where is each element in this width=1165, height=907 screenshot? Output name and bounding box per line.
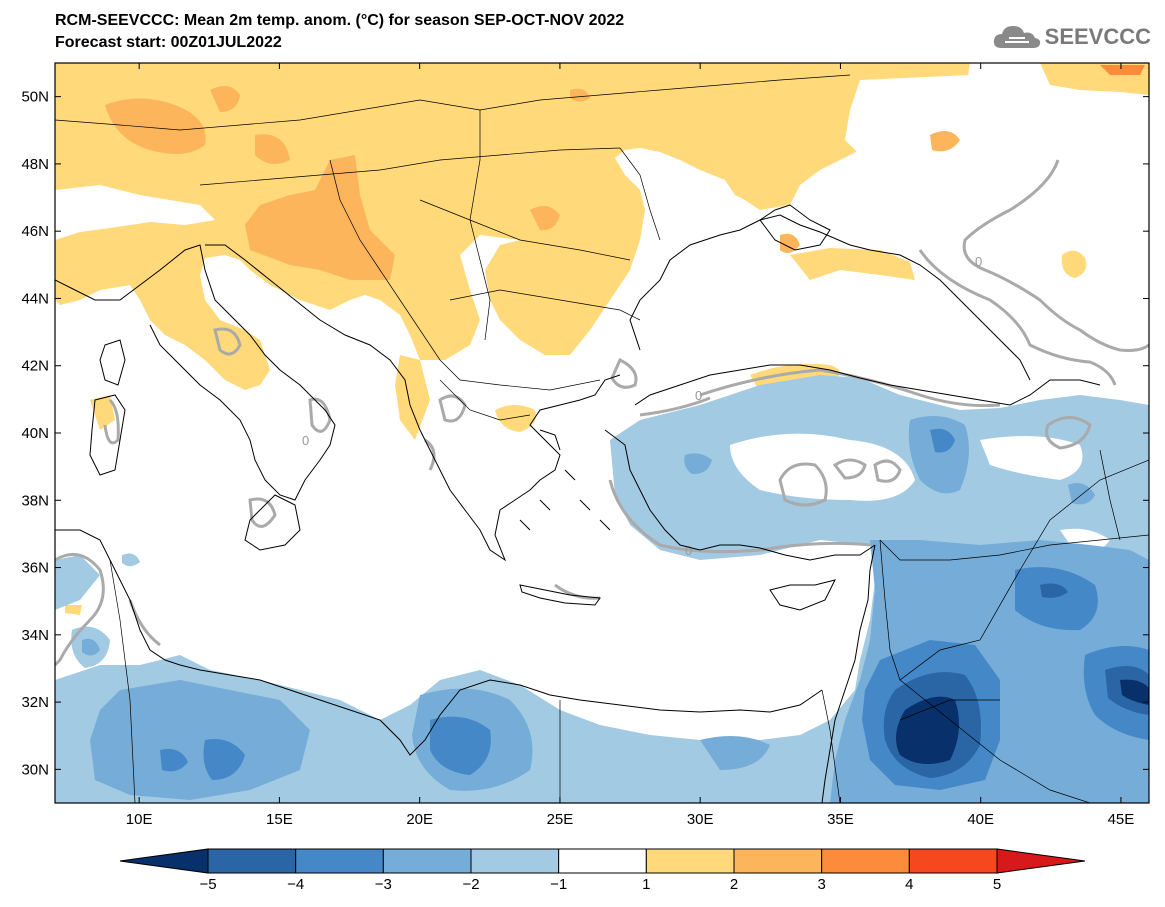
lat-tick-label: 30N: [21, 761, 49, 778]
cool-anomaly-area-5: [1120, 679, 1149, 705]
seevccc-logo: SEEVCCC: [991, 22, 1151, 52]
map-title: RCM-SEEVCCC: Mean 2m temp. anom. (°C) fo…: [55, 12, 625, 29]
lon-tick-label: 40E: [967, 811, 994, 828]
cool-anomaly-area-4: [1040, 583, 1068, 598]
colorbar-segment: [470, 848, 560, 874]
neutral-area: [55, 185, 215, 240]
lon-tick-label: 30E: [687, 811, 714, 828]
lat-tick-label: 42N: [21, 358, 49, 375]
lat-tick-label: 46N: [21, 223, 49, 240]
contour-label: 0: [302, 433, 309, 448]
cool-anomaly-area-3: [203, 739, 245, 780]
cool-anomaly-area-2: [1068, 482, 1095, 505]
colorbar-label: 3: [817, 876, 826, 893]
colorbar-label: −1: [550, 876, 568, 893]
lat-tick-label: 38N: [21, 492, 49, 509]
colorbar-segment: [733, 848, 823, 874]
warm-anomaly-area-2: [210, 86, 240, 112]
lat-tick-label: 44N: [21, 290, 49, 307]
cool-anomaly-area-2: [82, 638, 100, 656]
colorbar-segment: [382, 848, 472, 874]
warm-anomaly-area: [65, 605, 82, 615]
contour-label: 0: [685, 543, 692, 558]
colorbar-label: −2: [462, 876, 480, 893]
warm-anomaly-area-2: [255, 134, 290, 164]
warm-anomaly-area-2: [930, 131, 960, 152]
lat-tick-label: 34N: [21, 627, 49, 644]
lat-tick-label: 32N: [21, 694, 49, 711]
cool-anomaly-area-2: [908, 416, 969, 494]
cool-anomaly-area-2: [684, 453, 712, 475]
colorbar-segment: [295, 848, 384, 874]
warm-anomaly-area: [495, 405, 536, 432]
warm-anomaly-area: [90, 395, 115, 430]
latitude-axis: 50N 48N 46N 44N 42N 40N 38N 36N 34N 32N 30N: [21, 89, 1149, 778]
cool-anomaly-area: [55, 555, 100, 610]
forecast-start-label: Forecast start: 00Z01JUL2022: [55, 34, 282, 51]
colorbar-label: −5: [199, 876, 217, 893]
colorbar-segment: [558, 848, 647, 874]
warm-anomaly-area-2: [105, 98, 206, 154]
warm-anomaly-area-2: [245, 155, 395, 280]
warm-anomaly-area: [1061, 250, 1087, 278]
neutral-area: [730, 433, 915, 501]
cool-anomaly-area-3: [430, 716, 491, 775]
colorbar-label: 1: [642, 876, 651, 893]
lon-tick-label: 45E: [1108, 811, 1135, 828]
longitude-axis: 10E 15E 20E 25E 30E 35E 40E 45E: [126, 63, 1134, 828]
colorbar-segment: [645, 848, 735, 874]
lat-tick-label: 40N: [21, 425, 49, 442]
colorbar-label: −4: [287, 876, 305, 893]
warm-anomaly-area: [395, 355, 430, 440]
cool-anomaly-area-5: [896, 696, 959, 764]
colorbar-segment: [821, 848, 910, 874]
lat-tick-label: 36N: [21, 560, 49, 577]
cloud-icon: [993, 26, 1040, 48]
warm-anomaly-area-2: [780, 233, 800, 254]
colorbar-segment: [119, 848, 209, 874]
cool-anomaly-area-3: [160, 748, 188, 772]
cool-anomaly-area: [122, 553, 140, 567]
colorbar-segment: [996, 848, 1086, 874]
cool-anomaly-area-3: [930, 428, 955, 453]
logo-text: SEEVCCC: [1044, 24, 1151, 49]
colorbar-label: 2: [729, 876, 739, 893]
warm-anomaly-area: [790, 248, 915, 280]
cool-anomaly-area-3: [1015, 567, 1098, 631]
lon-tick-label: 15E: [266, 811, 293, 828]
coastlines: [55, 204, 1101, 803]
contour-label: 0: [695, 388, 702, 403]
neutral-area: [845, 75, 975, 160]
lon-tick-label: 20E: [406, 811, 433, 828]
lon-tick-label: 35E: [827, 811, 854, 828]
colorbar: [119, 848, 1086, 874]
colorbar-segment: [908, 848, 998, 874]
colorbar-label: 5: [992, 876, 1002, 893]
lon-tick-label: 10E: [126, 811, 153, 828]
borders: [55, 74, 1149, 803]
lat-tick-label: 48N: [21, 156, 49, 173]
colorbar-label: 4: [905, 876, 914, 893]
cool-anomaly-area-2: [90, 680, 310, 800]
warm-anomaly-area-2: [1100, 65, 1145, 75]
warm-anomaly-area-2: [530, 206, 560, 231]
cool-anomaly-area-2: [700, 736, 770, 770]
lat-tick-label: 50N: [21, 89, 49, 106]
warm-anomaly-area-2: [570, 88, 590, 102]
lon-tick-label: 25E: [547, 811, 574, 828]
contour-label: 0: [975, 254, 982, 269]
colorbar-segment: [207, 848, 297, 874]
colorbar-label: −3: [374, 876, 392, 893]
